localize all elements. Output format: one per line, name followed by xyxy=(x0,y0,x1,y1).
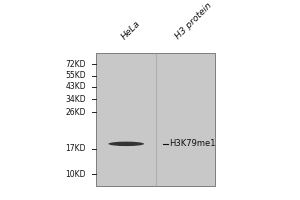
Text: HeLa: HeLa xyxy=(120,19,142,41)
Bar xyxy=(97,53,215,186)
Text: 34KD: 34KD xyxy=(65,95,86,104)
Text: 26KD: 26KD xyxy=(66,108,86,117)
Text: 72KD: 72KD xyxy=(66,60,86,69)
Text: 17KD: 17KD xyxy=(66,144,86,153)
Ellipse shape xyxy=(108,142,144,146)
Text: H3K79me1: H3K79me1 xyxy=(169,139,216,148)
Text: 43KD: 43KD xyxy=(65,82,86,91)
Text: 55KD: 55KD xyxy=(65,71,86,80)
Text: 10KD: 10KD xyxy=(66,170,86,179)
Text: H3 protein: H3 protein xyxy=(173,1,213,41)
